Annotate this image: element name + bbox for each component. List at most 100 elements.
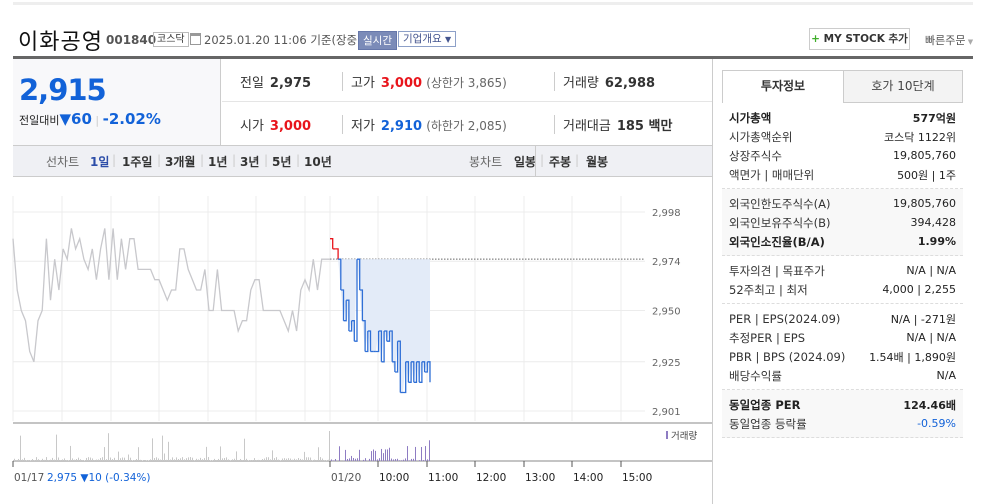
volume-bar (258, 459, 259, 461)
volume-bar (136, 459, 137, 461)
volume-bar (415, 446, 416, 461)
market-badge: 코스닥 (153, 32, 189, 47)
volume-bar (164, 453, 165, 461)
volume-bar (385, 449, 386, 461)
today-line-segment (375, 331, 380, 353)
volume-bar (288, 458, 289, 461)
tab-orderbook[interactable]: 호가 10단계 (843, 70, 963, 103)
separator: | (157, 153, 162, 167)
info-section: PER | EPS(2024.09) N/A | -271원 추정PER | EPS… (722, 304, 963, 390)
high-price: 고가 3,000 (상한가 3,865) (342, 72, 507, 91)
today-line-segment (343, 300, 347, 322)
y-tick-label: 2,901 (652, 407, 681, 418)
volume-label: 거래량 (563, 76, 599, 91)
tab-investment-info[interactable]: 투자정보 (722, 70, 844, 103)
company-info-dropdown[interactable]: 기업개요 ▼ (398, 31, 457, 47)
tab-3m[interactable]: 3개월 (165, 155, 196, 169)
volume-bar (104, 447, 105, 461)
info-label: 시가총액 (729, 110, 772, 125)
volume-bar (52, 457, 53, 461)
side-tabs: 투자정보 호가 10단계 (722, 70, 963, 103)
volume-bar (222, 458, 223, 461)
volume-bar (421, 446, 422, 461)
today-line-segment (381, 331, 385, 363)
volume-bar (377, 459, 378, 461)
volume-bar (66, 460, 67, 461)
info-value: N/A | N/A (906, 331, 956, 344)
tab-3y[interactable]: 3년 (240, 155, 260, 169)
quick-order-dropdown[interactable]: 빠른주문 ▼ (925, 32, 973, 48)
volume-bar (335, 459, 336, 461)
volume-bar (238, 459, 239, 461)
volume-bar (48, 460, 49, 461)
volume-bar (268, 457, 269, 461)
today-line-segment (394, 341, 399, 373)
upper-limit: (상한가 3,865) (426, 76, 507, 90)
chevron-down-icon: ▼ (965, 38, 974, 46)
volume-bar (212, 460, 213, 461)
info-label: 동일업종 등락률 (729, 416, 807, 431)
low-label: 저가 (351, 119, 375, 134)
volume-bar (64, 458, 65, 461)
today-line-segment (421, 361, 426, 372)
today-line-segment (365, 331, 369, 353)
volume-bar (353, 458, 354, 461)
high-label: 고가 (351, 76, 375, 91)
tab-1y[interactable]: 1년 (208, 155, 228, 169)
volume-bar (331, 459, 332, 461)
volume-bar (419, 460, 420, 461)
volume-bar (120, 458, 121, 461)
info-label: PER | EPS(2024.09) (729, 311, 841, 326)
volume-bar (300, 458, 301, 461)
today-line-segment (405, 361, 410, 383)
today-line-segment (427, 361, 431, 383)
volume-bar (405, 458, 406, 461)
info-label: 시가총액순위 (729, 129, 793, 144)
volume-bar (82, 460, 83, 461)
down-arrow-icon: ▼ (59, 110, 72, 128)
info-section: 투자의견 | 목표주가 N/A | N/A 52주최고 | 최저 4,000 | 2,… (722, 256, 963, 304)
volume-bar (162, 435, 163, 461)
volume-bar (345, 449, 346, 461)
y-tick-label: 2,974 (652, 257, 681, 268)
volume-bar (158, 458, 159, 461)
volume-bar (150, 459, 151, 461)
volume-bar (16, 460, 17, 461)
low-price: 저가 2,910 (하한가 2,085) (342, 115, 507, 134)
volume-bar (74, 459, 75, 461)
volume-bar (395, 458, 396, 461)
tab-daily[interactable]: 일봉 (514, 155, 537, 169)
price-change: 전일대비▼60 | -2.02% (19, 110, 161, 128)
volume-bar (174, 459, 175, 461)
realtime-button[interactable]: 실시간 (358, 31, 397, 50)
info-row: 동일업종 등락률 -0.59% (729, 414, 956, 433)
x-tick-label: 14:00 (573, 472, 603, 484)
volume-bar (140, 459, 141, 461)
volume-bar (130, 457, 131, 461)
mystock-add-button[interactable]: + MY STOCK 추가 (809, 28, 910, 50)
volume-bar (306, 457, 307, 461)
info-label: 투자의견 | 목표주가 (729, 263, 825, 278)
datetime-value: 2025.01.20 11:06 (204, 33, 307, 47)
info-value: 19,805,760 (893, 197, 956, 210)
datetime: 2025.01.20 11:06 기준(장중) (204, 32, 362, 48)
volume-bar (347, 458, 348, 461)
today-line-segment (346, 299, 350, 331)
volume-bar (210, 460, 211, 461)
tab-1w[interactable]: 1주일 (122, 155, 153, 169)
volume-bar (308, 457, 309, 461)
volume-bar (266, 457, 267, 461)
down-area-fill (330, 259, 430, 393)
volume-bar (314, 459, 315, 461)
volume-bar (80, 459, 81, 461)
tab-monthly[interactable]: 월봉 (586, 155, 609, 169)
volume-bar (246, 458, 247, 461)
volume-bar (371, 451, 372, 461)
tab-1d[interactable]: 1일 (90, 155, 110, 169)
volume-bar (322, 458, 323, 461)
tab-10y[interactable]: 10년 (304, 155, 332, 169)
tab-weekly[interactable]: 주봉 (549, 155, 572, 169)
info-value: N/A | -271원 (890, 312, 956, 326)
info-value: -0.59% (917, 417, 956, 430)
tab-5y[interactable]: 5년 (272, 155, 292, 169)
